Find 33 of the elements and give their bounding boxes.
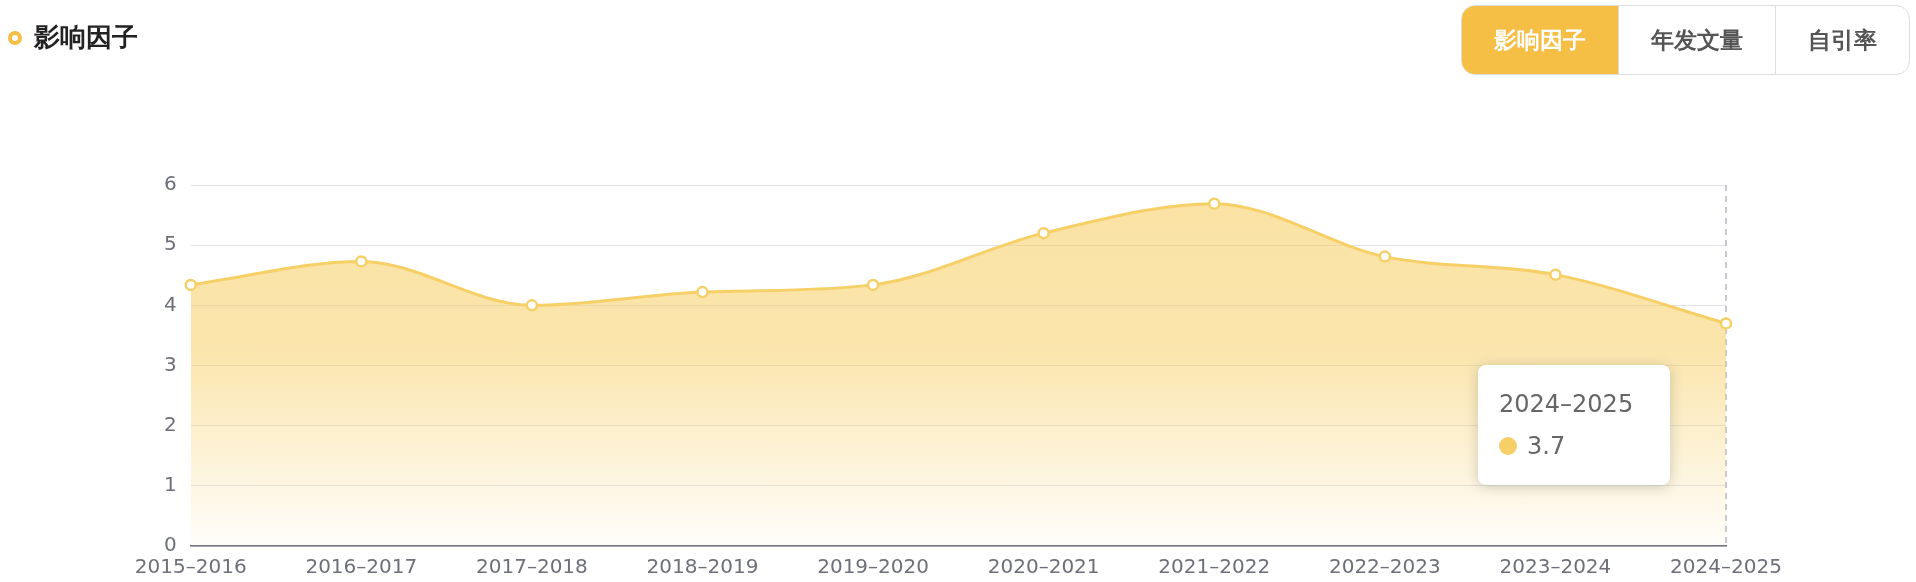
y-tick-label: 0	[163, 532, 177, 557]
y-tick-label: 2	[163, 411, 177, 436]
point	[696, 285, 709, 299]
x-tick-label: 2015–2016	[134, 554, 247, 579]
point	[1378, 250, 1392, 263]
point	[525, 299, 539, 312]
x-tick-label: 2017–2018	[476, 554, 588, 579]
y-tick-label: 1	[163, 472, 177, 497]
tooltip-card: 2024–2025 3.7	[1478, 365, 1670, 485]
x-tick-label: 2018–2019	[646, 554, 759, 579]
x-tick-label: 2016–2017	[305, 554, 418, 579]
point	[1719, 317, 1733, 330]
point	[866, 278, 880, 292]
x-tick-label: 2024–2025	[1670, 554, 1782, 579]
x-tick-label: 2022–2023	[1328, 554, 1441, 579]
x-tick-label: 2020–2021	[987, 554, 1100, 579]
point	[1037, 226, 1050, 240]
point	[1207, 197, 1221, 210]
point	[1549, 268, 1562, 281]
annotation: 3.7	[1527, 431, 1566, 462]
point	[355, 255, 368, 268]
chart-title: 影响因子	[1462, 6, 1618, 74]
y-tick-label: 6	[163, 171, 177, 196]
y-tick-label: 3	[163, 351, 177, 376]
x-tick-label: 2019–2020	[817, 554, 929, 579]
text: 年发文量	[1618, 6, 1775, 74]
point	[184, 278, 197, 292]
y-tick-label: 5	[163, 231, 177, 256]
x-tick-label: 2021–2022	[1158, 554, 1271, 579]
y-tick-label: 4	[163, 291, 177, 316]
chart-title: 影响因子	[34, 22, 138, 52]
x-tick-label: 2023–2024	[1499, 554, 1612, 579]
text: 自引率	[1775, 6, 1909, 74]
